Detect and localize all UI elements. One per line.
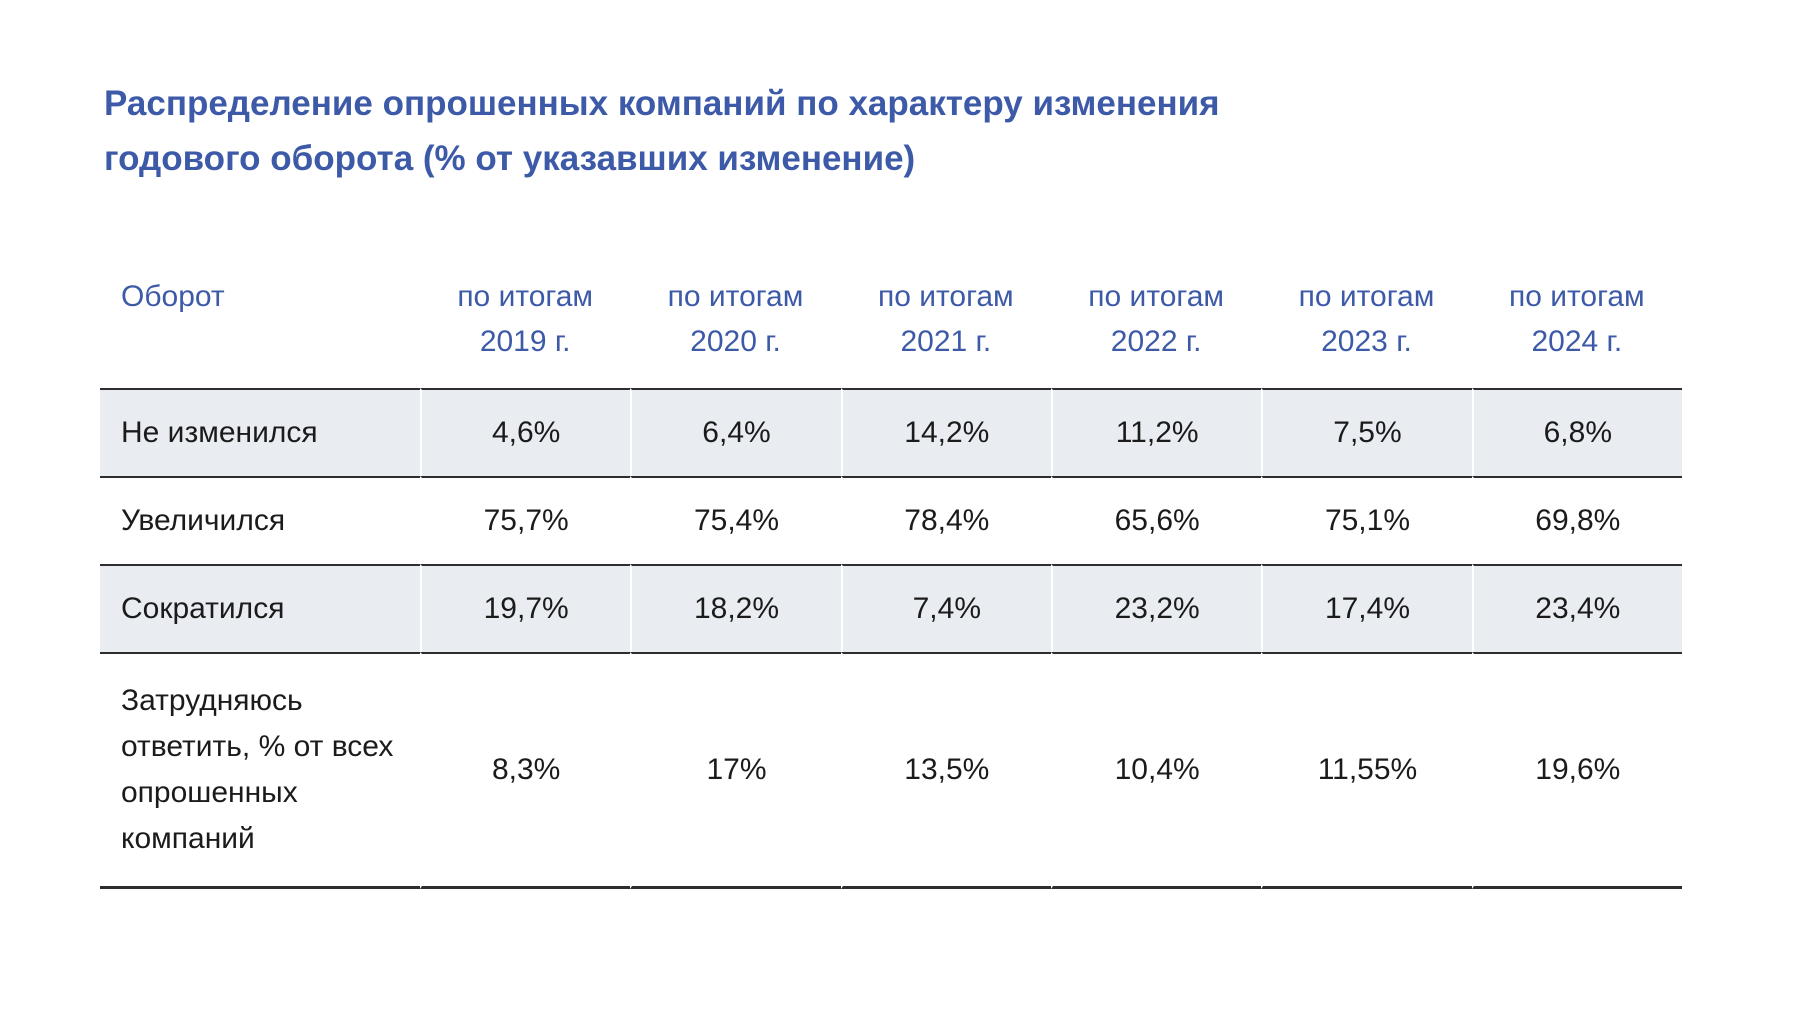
row-label: Не изменился [100, 388, 420, 476]
column-header-year: 2024 г. [1531, 325, 1623, 358]
row-label: Сократился [100, 564, 420, 652]
column-header-period: по итогам [1088, 280, 1224, 313]
value-cell: 17% [630, 652, 841, 889]
value-cell: 75,7% [420, 476, 631, 564]
column-header-period: по итогам [667, 280, 804, 313]
column-header-2020: по итогам 2020 г. [630, 274, 840, 388]
row-label: Увеличился [100, 476, 420, 564]
column-header-year: 2021 г. [900, 325, 992, 358]
header-row: Оборот по итогам 2019 г. по итогам 2020 г. п… [100, 274, 1682, 388]
value-cell: 75,4% [630, 476, 841, 564]
column-header-period: по итогам [457, 280, 594, 313]
column-header-2024: по итогам 2024 г. [1472, 274, 1682, 388]
value-cell: 19,6% [1471, 652, 1682, 889]
column-header-2022: по итогам 2022 г. [1051, 274, 1261, 388]
value-cell: 11,55% [1261, 652, 1472, 889]
column-header-year: 2023 г. [1321, 325, 1412, 358]
page-title-line-1: Распределение опрошенных компаний по хар… [104, 84, 1220, 123]
value-cell: 78,4% [840, 476, 1051, 564]
value-cell: 75,1% [1261, 476, 1472, 564]
page-title: Распределение опрошенных компаний по хар… [104, 76, 1800, 186]
value-cell: 6,8% [1471, 388, 1682, 476]
value-cell: 19,7% [420, 564, 631, 652]
column-header-2021: по итогам 2021 г. [841, 274, 1051, 388]
value-cell: 6,4% [630, 388, 841, 476]
value-cell: 4,6% [420, 388, 631, 476]
value-cell: 14,2% [840, 388, 1051, 476]
value-cell: 65,6% [1050, 476, 1262, 564]
value-cell: 13,5% [840, 652, 1051, 889]
value-cell: 11,2% [1050, 388, 1262, 476]
column-header-2023: по итогам 2023 г. [1261, 274, 1471, 388]
value-cell: 10,4% [1050, 652, 1262, 889]
table-row: Сократился 19,7% 18,2% 7,4% 23,2% 17,4% 23,4% [100, 564, 1682, 652]
table-row: Не изменился 4,6% 6,4% 14,2% 11,2% 7,5% 6,8% [100, 388, 1682, 476]
value-cell: 23,4% [1471, 564, 1682, 652]
value-cell: 7,4% [840, 564, 1051, 652]
column-header-period: по итогам [1508, 280, 1645, 313]
column-header-year: 2022 г. [1110, 325, 1202, 358]
page-title-line-2: годового оборота (% от указавших изменен… [104, 139, 916, 178]
value-cell: 23,2% [1050, 564, 1262, 652]
row-label: Затрудняюсь ответить, % от всех опрошенн… [100, 652, 420, 889]
column-header-period: по итогам [1298, 280, 1435, 313]
report-page: { "title": { "full": "Распределение опро… [0, 76, 1800, 1012]
column-header-turnover: Оборот [121, 280, 225, 313]
column-header-period: по итогам [877, 280, 1014, 313]
value-cell: 18,2% [630, 564, 841, 652]
table-body: Не изменился 4,6% 6,4% 14,2% 11,2% 7,5% 6,8% Ув… [100, 388, 1682, 889]
value-cell: 17,4% [1261, 564, 1472, 652]
value-cell: 8,3% [420, 652, 631, 889]
turnover-distribution-table: Оборот по итогам 2019 г. по итогам 2020 г. п… [100, 274, 1682, 889]
column-header-2019: по итогам 2019 г. [420, 274, 630, 388]
table-row: Затрудняюсь ответить, % от всех опрошенн… [100, 652, 1682, 889]
column-header-year: 2020 г. [690, 325, 781, 358]
value-cell: 69,8% [1471, 476, 1682, 564]
table-row: Увеличился 75,7% 75,4% 78,4% 65,6% 75,1% 69,8% [100, 476, 1682, 564]
column-header-year: 2019 г. [479, 325, 571, 358]
value-cell: 7,5% [1261, 388, 1472, 476]
